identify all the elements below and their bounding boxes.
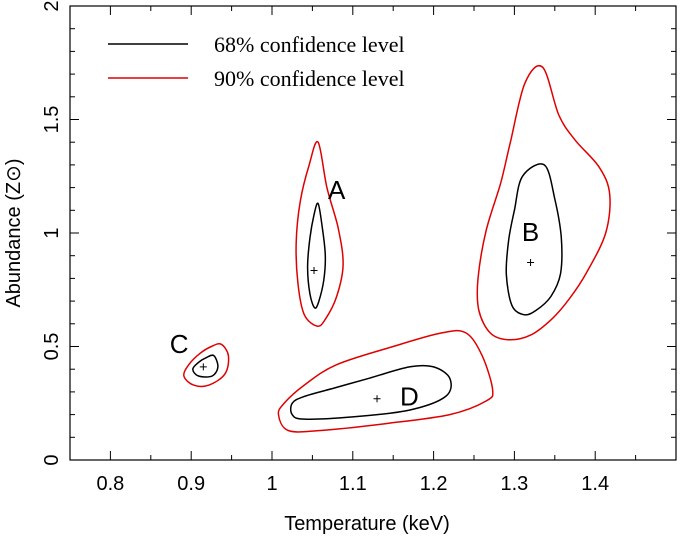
contour-68-region-c	[192, 354, 219, 378]
best-fit-marker-layer	[199, 259, 535, 403]
legend-label-68: 68% confidence level	[214, 32, 405, 57]
legend-label-90: 90% confidence level	[214, 66, 405, 91]
contour-90-region-b	[476, 65, 611, 341]
x-tick-label: 1.4	[581, 473, 609, 495]
contour-90-region-d	[277, 329, 494, 433]
x-tick-label: 1.3	[500, 473, 528, 495]
region-label-c: C	[170, 329, 189, 359]
best-fit-marker-region-a	[310, 266, 318, 274]
contour-68-region-a	[306, 202, 327, 309]
region-label-d: D	[400, 381, 419, 411]
y-tick-label: 0.5	[41, 333, 63, 361]
y-tick-label: 1.5	[41, 106, 63, 134]
x-tick-label: 0.8	[96, 473, 124, 495]
contour-68-region-b	[505, 163, 563, 316]
x-tick-label: 1.1	[339, 473, 367, 495]
y-axis: 0 0.5 1 1.5 2	[41, 0, 676, 466]
legend: 68% confidence level 90% confidence leve…	[108, 32, 405, 91]
contour-90-region-a	[295, 140, 344, 327]
x-axis: 0.8 0.9 1 1.1 1.2 1.3 1.4	[69, 6, 637, 495]
y-tick-label: 1	[41, 227, 63, 238]
region-label-layer: A B C D	[170, 175, 540, 412]
y-tick-label: 0	[41, 454, 63, 465]
region-label-a: A	[328, 175, 346, 205]
y-axis-label: Abundance (Z⊙)	[3, 158, 25, 307]
contour-68-region-d	[289, 364, 452, 420]
best-fit-marker-region-d	[373, 395, 381, 403]
x-tick-label: 0.9	[177, 473, 205, 495]
x-tick-label: 1	[266, 473, 277, 495]
contour-layer	[183, 65, 611, 433]
x-tick-label: 1.2	[420, 473, 448, 495]
best-fit-marker-region-b	[527, 259, 535, 267]
y-tick-label: 2	[41, 0, 63, 11]
region-label-b: B	[522, 217, 539, 247]
best-fit-marker-region-c	[199, 363, 207, 371]
contour-90-region-c	[183, 342, 230, 388]
x-axis-label: Temperature (keV)	[284, 513, 450, 535]
